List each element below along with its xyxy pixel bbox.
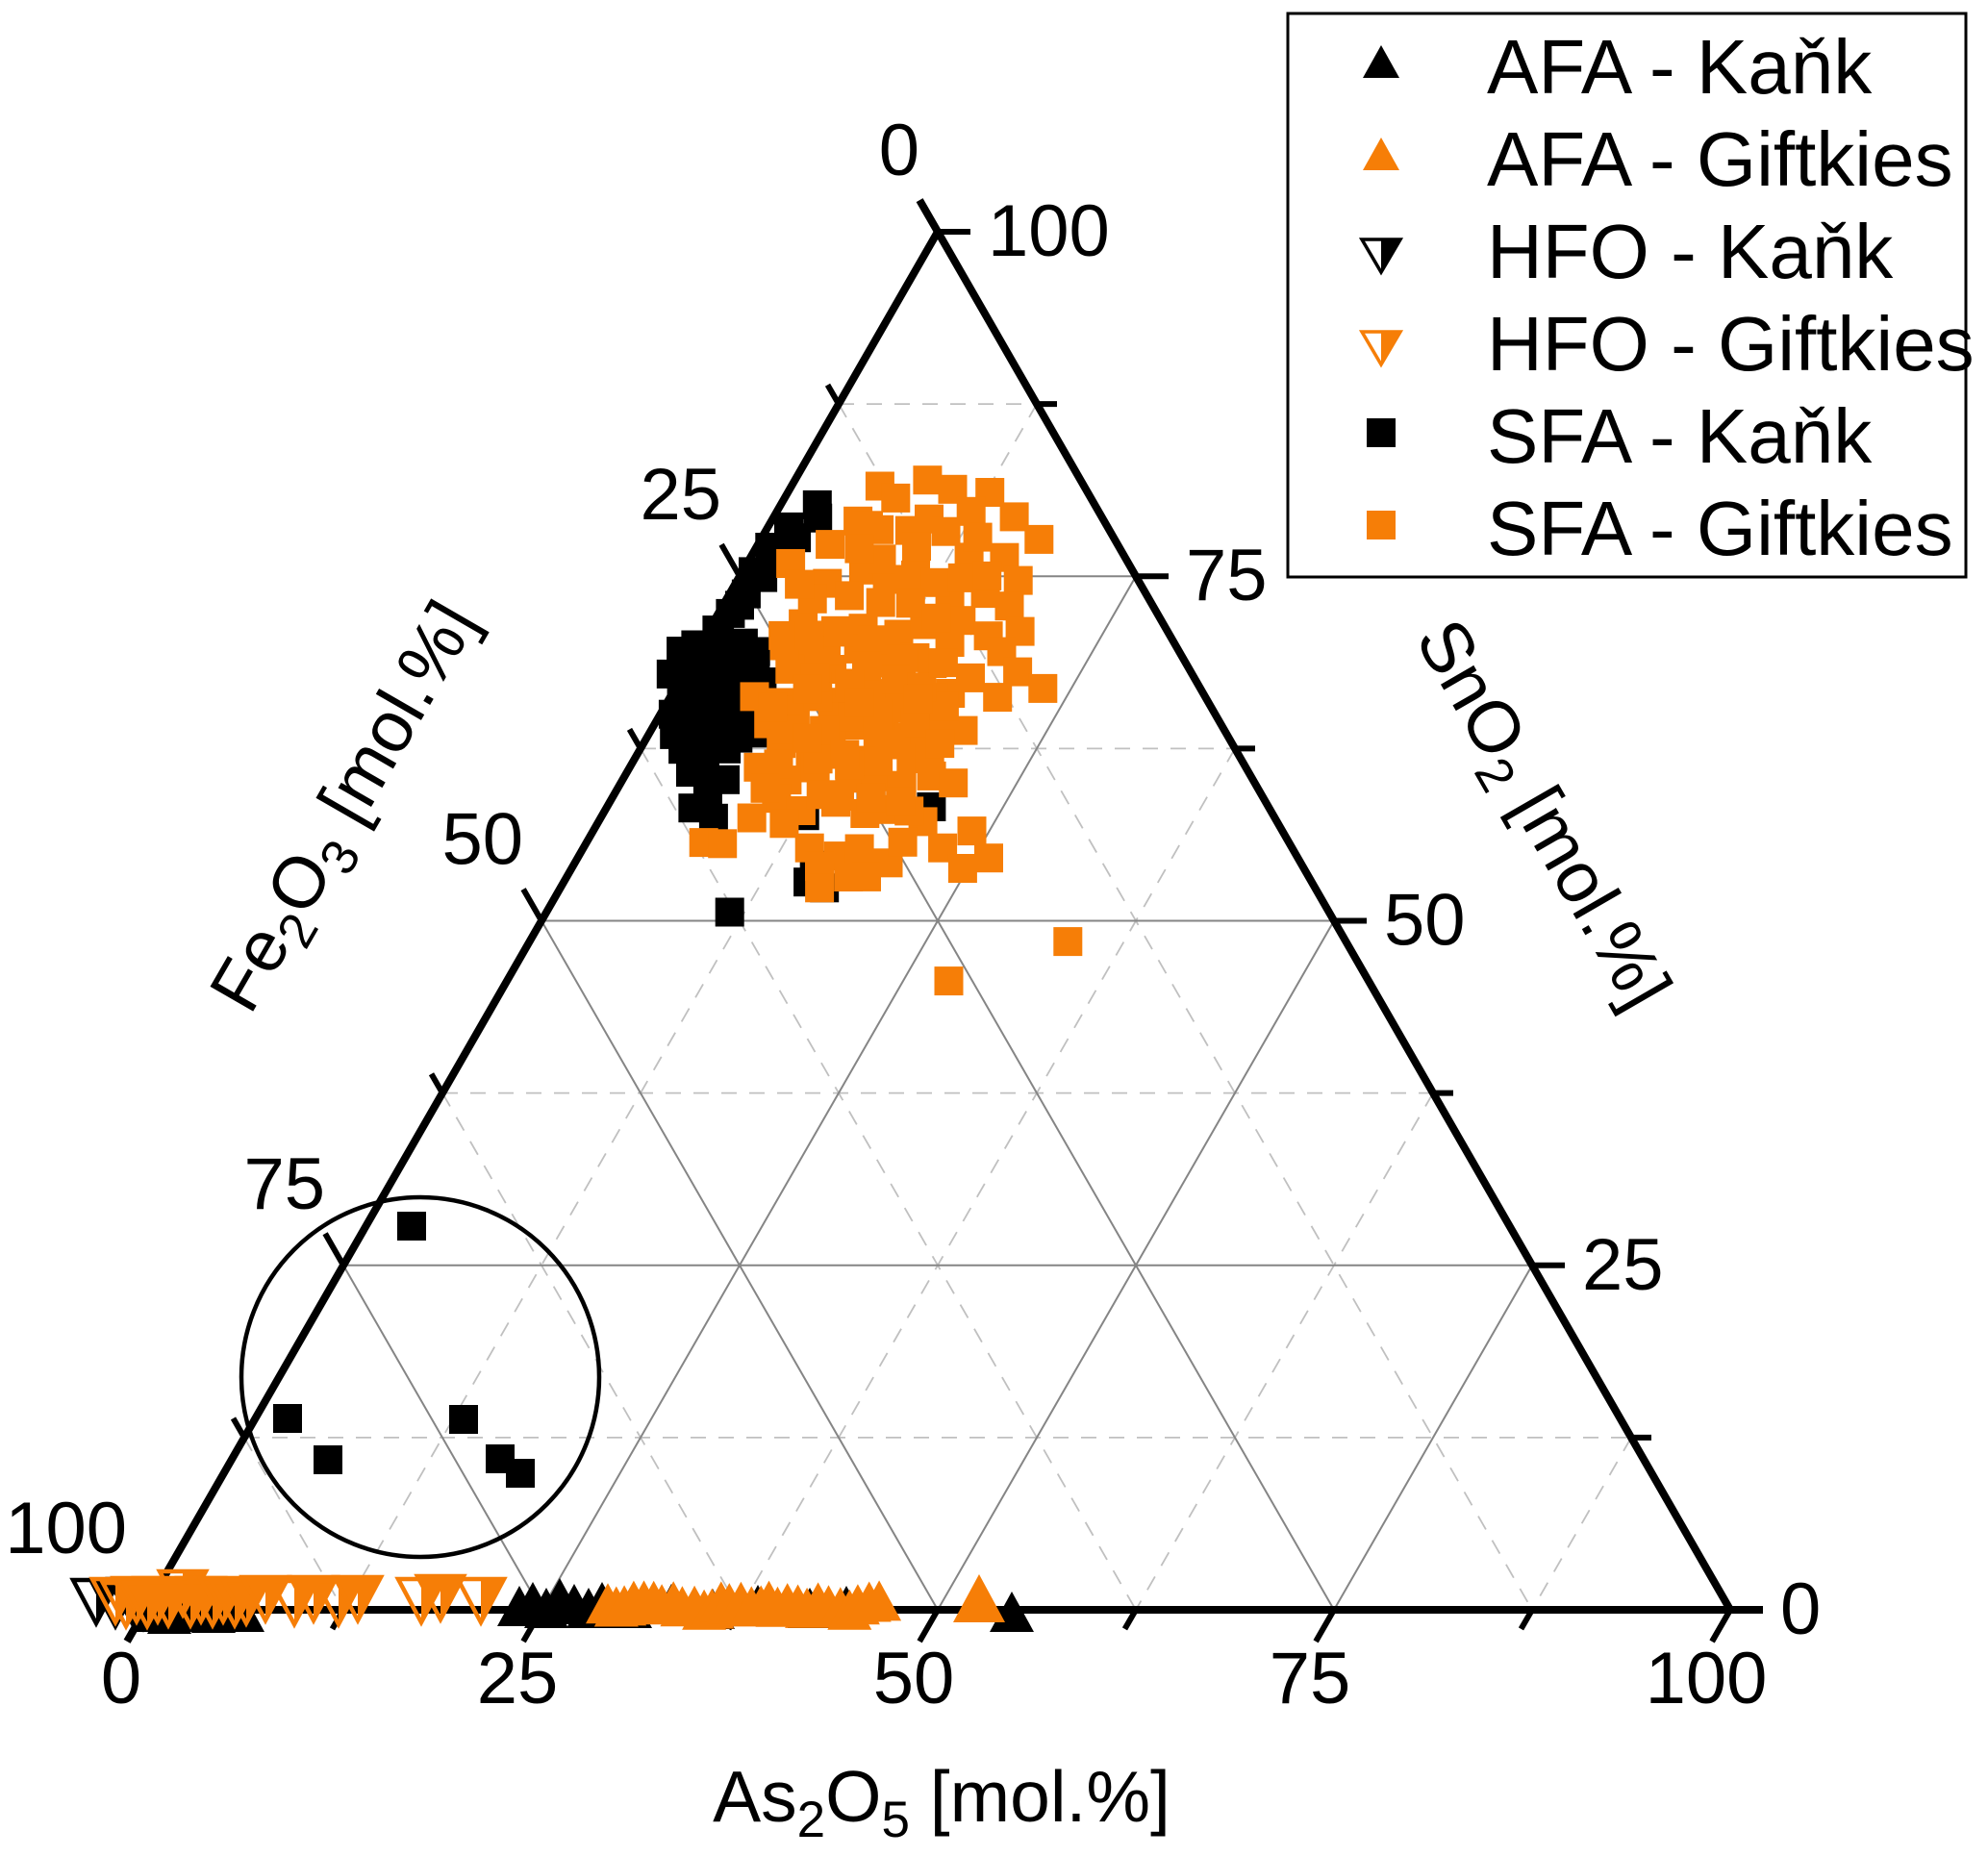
svg-text:75: 75 [1270, 1638, 1351, 1719]
svg-text:25: 25 [477, 1638, 559, 1719]
svg-text:AFA - Giftkies: AFA - Giftkies [1487, 116, 1953, 202]
svg-text:25: 25 [1582, 1224, 1664, 1306]
svg-text:100: 100 [988, 190, 1110, 272]
svg-text:100: 100 [1646, 1638, 1768, 1719]
svg-text:SFA - Kaňk: SFA - Kaňk [1487, 393, 1873, 479]
svg-text:HFO - Giftkies: HFO - Giftkies [1487, 301, 1975, 387]
svg-text:50: 50 [1384, 880, 1466, 962]
svg-text:25: 25 [640, 454, 721, 536]
svg-text:75: 75 [243, 1143, 325, 1225]
svg-text:0: 0 [879, 110, 919, 191]
svg-text:100: 100 [5, 1488, 127, 1569]
svg-text:75: 75 [1186, 535, 1268, 616]
svg-text:50: 50 [873, 1638, 955, 1719]
svg-text:50: 50 [441, 799, 523, 881]
svg-text:AFA - Kaňk: AFA - Kaňk [1487, 24, 1873, 110]
svg-text:SFA - Giftkies: SFA - Giftkies [1487, 486, 1953, 571]
svg-text:As2​O5​ [mol.%]: As2​O5​ [mol.%] [713, 1756, 1170, 1848]
svg-text:0: 0 [101, 1638, 141, 1719]
svg-text:0: 0 [1780, 1568, 1821, 1650]
svg-text:HFO - Kaňk: HFO - Kaňk [1487, 209, 1894, 294]
